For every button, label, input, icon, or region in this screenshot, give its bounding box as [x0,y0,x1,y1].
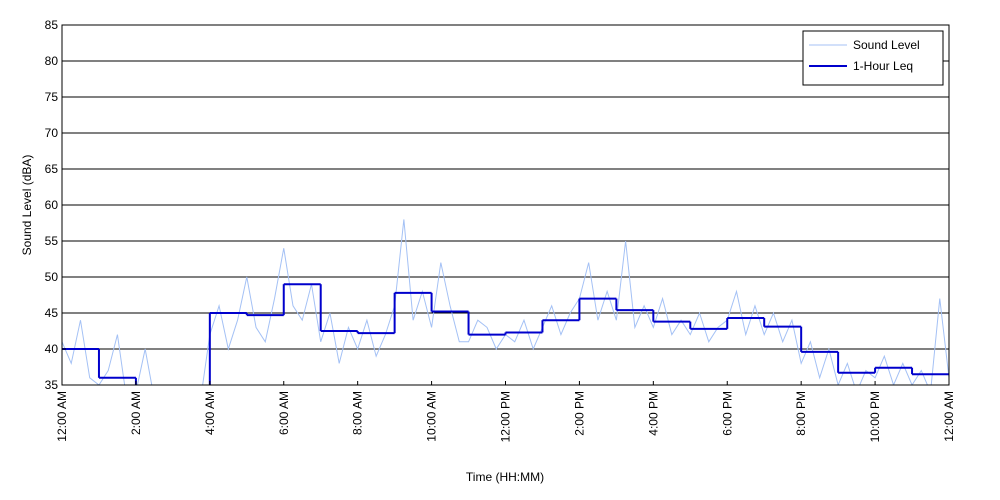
x-tick-label: 2:00 AM [129,391,143,435]
x-tick-label: 6:00 PM [720,391,734,436]
y-tick-label: 55 [45,234,59,248]
x-tick-label: 10:00 AM [425,391,439,442]
y-tick-label: 60 [45,198,59,212]
legend: Sound Level 1-Hour Leq [802,30,944,86]
x-tick-label: 4:00 AM [203,391,217,435]
legend-label: 1-Hour Leq [853,59,913,73]
y-tick-label: 40 [45,342,59,356]
labels: 35 40 45 50 55 60 65 70 75 80 85 12:00 AM 2:00 AM 4:0… [45,18,956,442]
x-tick-label: 12:00 AM [942,391,956,442]
y-axis-label: Sound Level (dBA) [20,155,34,256]
x-axis-label: Time (HH:MM) [466,470,544,484]
x-tick-label: 8:00 AM [351,391,365,435]
x-tick-label: 4:00 PM [646,391,660,436]
x-tick-label: 12:00 AM [55,391,69,442]
marks [62,219,949,385]
x-tick-label: 6:00 AM [277,391,291,435]
y-tick-label: 80 [45,54,59,68]
y-tick-label: 85 [45,18,59,32]
legend-label: Sound Level [853,38,920,52]
y-tick-label: 75 [45,90,59,104]
y-tick-label: 35 [45,378,59,392]
y-tick-label: 50 [45,270,59,284]
x-tick-label: 8:00 PM [794,391,808,436]
y-tick-label: 65 [45,162,59,176]
y-tick-label: 45 [45,306,59,320]
legend-box [802,30,944,86]
x-tick-label: 2:00 PM [572,391,586,436]
x-tick-label: 12:00 PM [499,391,513,442]
x-tick-label: 10:00 PM [868,391,882,442]
y-tick-label: 70 [45,126,59,140]
